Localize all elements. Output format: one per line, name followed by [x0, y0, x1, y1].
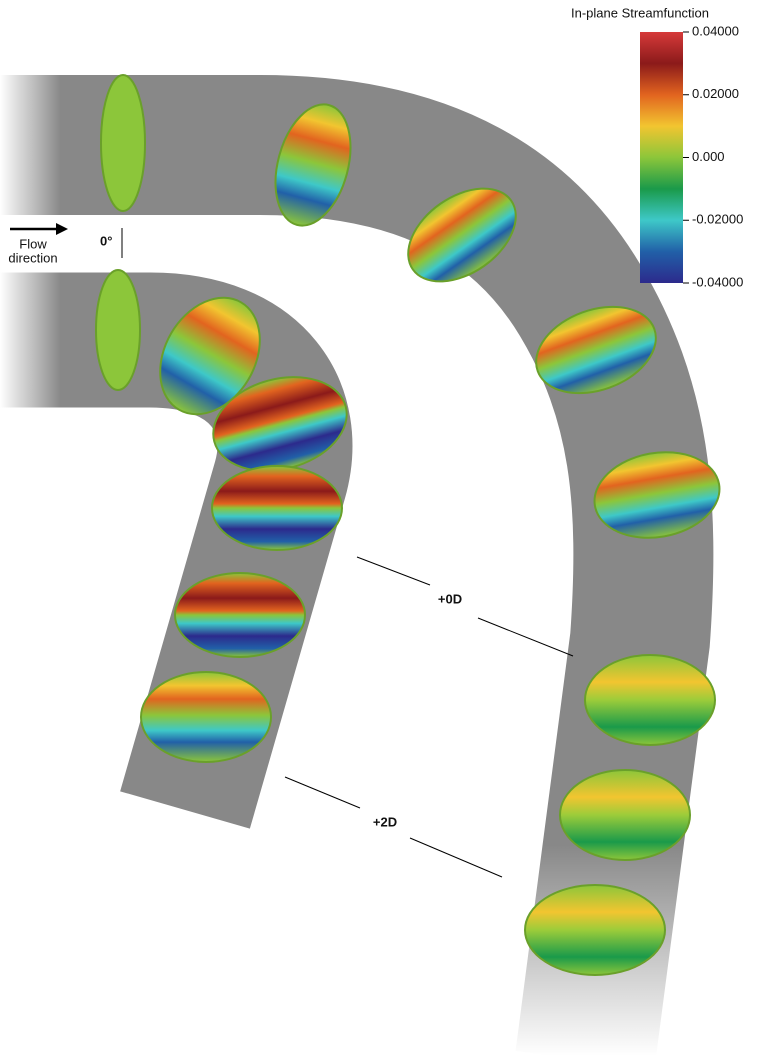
colorbar-title: In-plane Streamfunction — [571, 5, 709, 20]
colorbar-tick-label: 0.04000 — [692, 23, 739, 38]
figure: Flow direction 0° +0D +2D In-plane Strea… — [0, 0, 761, 1056]
flow-label: direction — [8, 250, 57, 265]
angle-label: 0° — [100, 233, 112, 248]
colorbar-tick-label: 0.000 — [692, 149, 725, 164]
station-label: +2D — [373, 814, 397, 829]
station-label: +0D — [438, 591, 462, 606]
colorbar-tick-label: -0.04000 — [692, 274, 743, 289]
flow-label: Flow — [19, 236, 47, 251]
colorbar-tick-label: -0.02000 — [692, 212, 743, 227]
colorbar-ramp — [640, 32, 683, 283]
colorbar-tick-label: 0.02000 — [692, 86, 739, 101]
